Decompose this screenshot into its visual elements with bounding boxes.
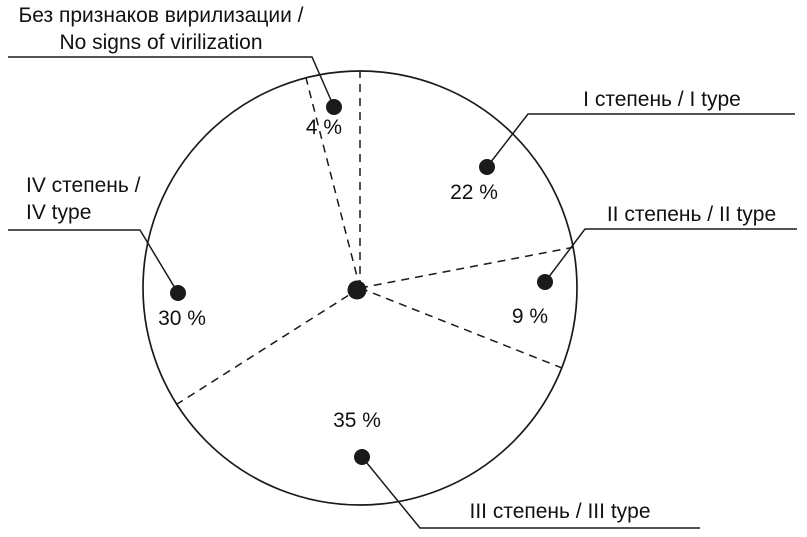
sector-divider-line — [176, 287, 361, 405]
slice-label-type-2: II степень / II type — [585, 201, 798, 228]
slice-marker-dot — [170, 285, 186, 301]
slice-label-line-en: No signs of virilization — [59, 31, 263, 54]
slice-label-line-ru: Без признаков вирилизации / — [18, 4, 304, 27]
pct-label-type-1: 22 % — [450, 181, 498, 204]
slice-label-type-4: IV степень / IV type — [26, 172, 176, 226]
pie-center-dot — [347, 280, 367, 300]
slice-label-no-virilization: Без признаков вирилизации / No signs of … — [8, 2, 314, 56]
slice-label-line: I степень / I type — [583, 88, 741, 111]
slice-marker-dot — [537, 274, 553, 290]
label-leader-line — [544, 228, 797, 283]
pct-label-type-3: 35 % — [333, 409, 381, 432]
slice-marker-dot — [326, 99, 342, 115]
pct-label-type-2: 9 % — [511, 305, 549, 328]
label-leader-line — [8, 229, 179, 294]
pct-label-no-virilization: 4 % — [305, 116, 343, 139]
slice-label-type-3: III степень / III type — [420, 498, 700, 525]
label-leader-line — [361, 456, 700, 529]
pct-label-type-4: 30 % — [158, 307, 206, 330]
slice-marker-dot — [479, 159, 495, 175]
label-leader-line — [486, 113, 795, 168]
slice-label-type-1: I степень / I type — [528, 86, 796, 113]
slice-marker-dot — [354, 449, 370, 465]
slice-label-line-en: IV type — [26, 201, 92, 224]
label-leader-line — [8, 56, 335, 108]
slice-label-line: III степень / III type — [469, 500, 651, 523]
slice-label-line-ru: IV степень / — [26, 174, 141, 197]
slice-label-line: II степень / II type — [606, 203, 777, 226]
